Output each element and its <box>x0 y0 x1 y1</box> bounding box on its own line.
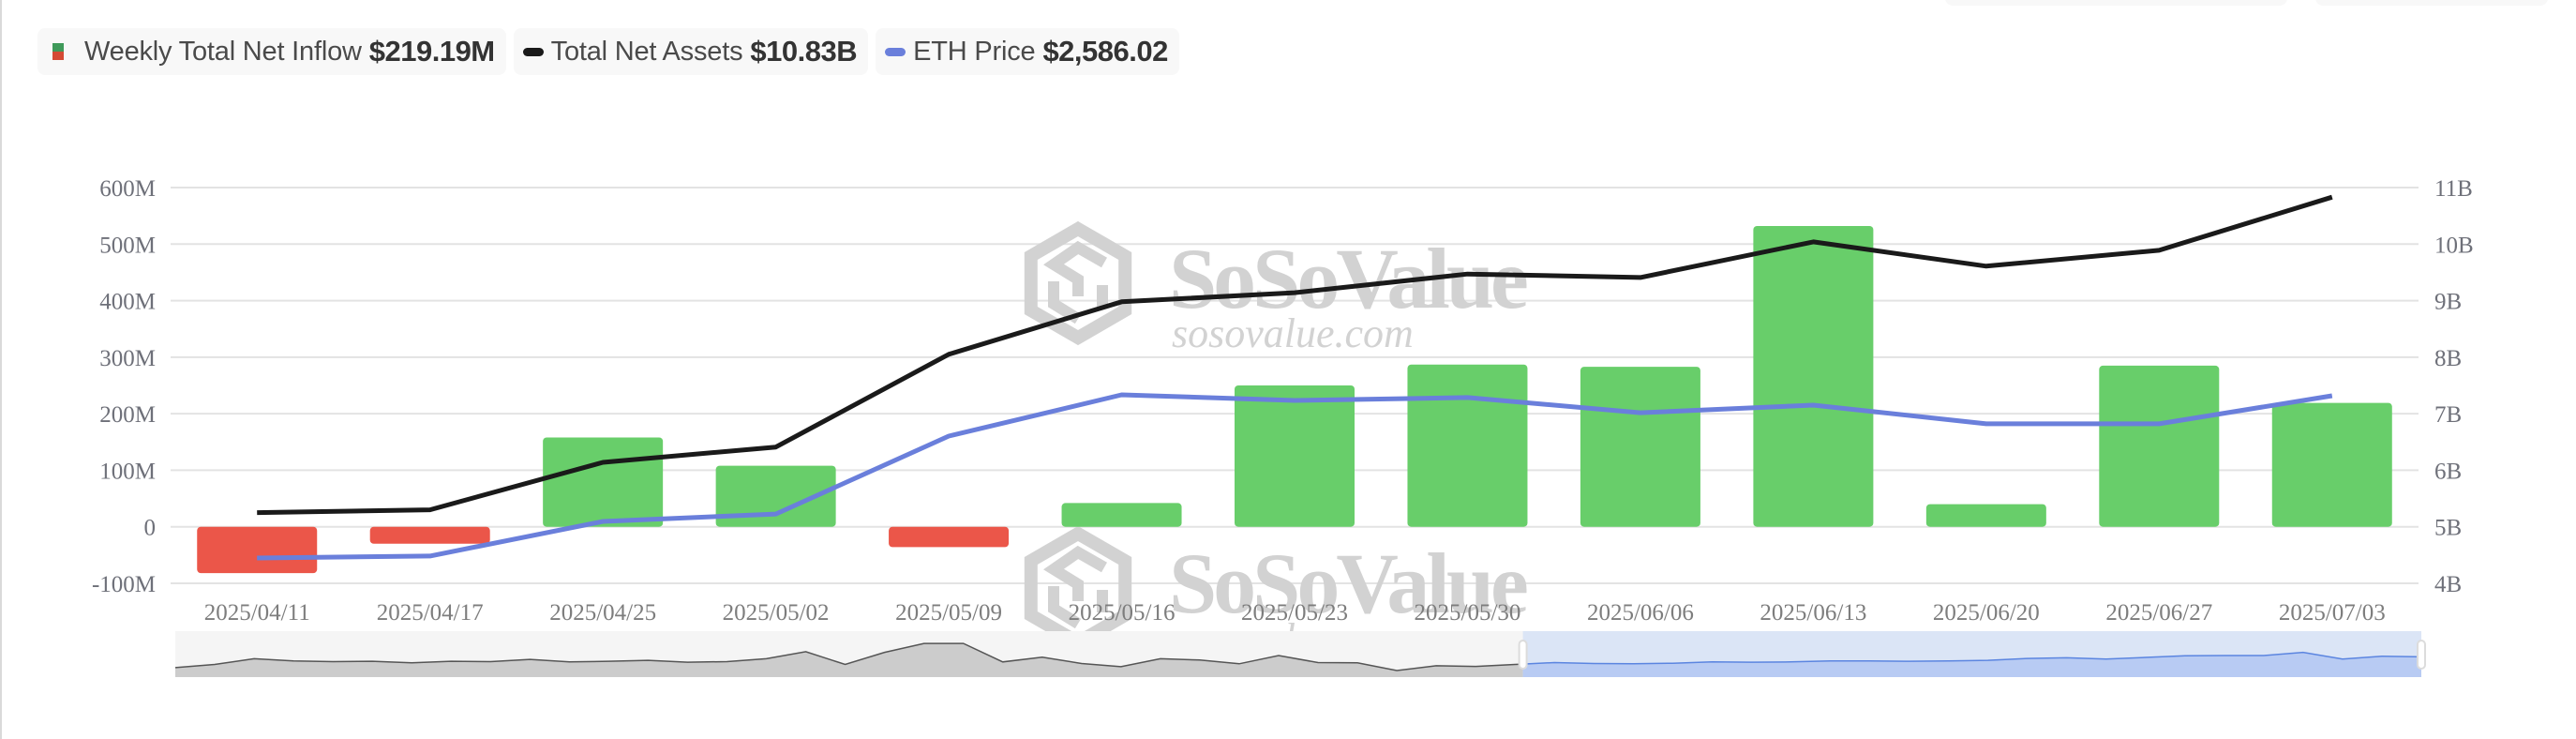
legend-label: Total Net Assets <box>550 36 743 67</box>
sosovalue-logo-icon <box>1024 220 1132 346</box>
left-axis-tick: 500M <box>99 233 156 258</box>
sosovalue-logo-mark <box>1043 545 1108 629</box>
x-axis-tick: 2025/04/11 <box>204 600 310 626</box>
net-assets-swatch-icon <box>522 47 544 56</box>
right-axis-tick: 4B <box>2434 572 2462 597</box>
slider-handle-left[interactable] <box>1518 640 1528 670</box>
inflow-bar[interactable] <box>1235 385 1355 527</box>
inflow-bar[interactable] <box>369 526 490 544</box>
watermark-domain: sosovalue.com <box>1172 310 1414 356</box>
sosovalue-logo-mark <box>1043 240 1108 324</box>
inflow-bar[interactable] <box>1407 364 1528 527</box>
x-axis-tick: 2025/04/25 <box>549 600 656 626</box>
inflow-bar[interactable] <box>2271 402 2392 527</box>
watermark-brand: SoSoValue <box>1169 231 1527 326</box>
legend-value: $219.19M <box>368 35 495 68</box>
left-axis-tick: 600M <box>99 176 156 202</box>
inflow-bar[interactable] <box>197 526 318 574</box>
x-axis-tick: 2025/06/27 <box>2105 600 2212 626</box>
net-assets-line <box>257 194 2333 516</box>
left-axis-tick: 0 <box>144 516 157 541</box>
x-axis-tick: 2025/05/16 <box>1069 600 1176 626</box>
slider-selected-line <box>1522 651 2421 665</box>
inflow-bar[interactable] <box>1580 367 1700 527</box>
x-axis-tick: 2025/05/02 <box>723 600 830 626</box>
left-axis-tick: 400M <box>99 290 156 315</box>
left-axis-tick: 200M <box>99 402 156 428</box>
legend-value: $10.83B <box>750 35 858 68</box>
x-axis-tick: 2025/06/06 <box>1587 600 1694 626</box>
right-axis-tick: 10B <box>2434 233 2474 258</box>
inflow-swatch-icon <box>52 43 64 60</box>
legend-label: ETH Price <box>913 36 1036 67</box>
x-axis-tick: 2025/07/03 <box>2279 600 2386 626</box>
right-axis-tick: 11B <box>2434 176 2473 202</box>
x-axis-tick: 2025/05/09 <box>895 600 1002 626</box>
left-axis-tick: 100M <box>99 459 156 484</box>
top-toolbar-button-1[interactable] <box>1945 0 2287 6</box>
inflow-bar[interactable] <box>1061 503 1182 527</box>
right-y-axis: 11B 10B 9B 8B 7B 6B 5B 4B <box>2434 176 2474 597</box>
inflow-bars <box>197 225 2392 574</box>
right-axis-tick: 6B <box>2434 459 2462 484</box>
left-axis-tick: -100M <box>92 572 156 597</box>
x-axis-tick: 2025/05/30 <box>1415 600 1521 626</box>
x-axis-tick: 2025/04/17 <box>377 600 484 626</box>
right-axis-tick: 7B <box>2434 402 2462 428</box>
x-axis-tick: 2025/06/13 <box>1760 600 1866 626</box>
right-axis-tick: 5B <box>2434 516 2462 541</box>
x-axis-tick: 2025/06/20 <box>1933 600 2040 626</box>
slider-handle-right[interactable] <box>2417 640 2426 670</box>
x-axis-tick: 2025/05/23 <box>1241 600 1348 626</box>
legend-value: $2,586.02 <box>1042 35 1168 68</box>
inflow-bar[interactable] <box>889 526 1010 548</box>
eth-price-line <box>257 392 2333 561</box>
inflow-bar[interactable] <box>1925 504 2046 527</box>
eth-price-swatch-icon <box>885 47 906 56</box>
legend-label: Weekly Total Net Inflow <box>84 36 362 67</box>
left-y-axis: 600M 500M 400M 300M 200M 100M 0 -100M <box>92 176 156 597</box>
chart-legend: Weekly Total Net Inflow $219.19M Total N… <box>37 28 1179 75</box>
x-axis: 2025/04/11 2025/04/17 2025/04/25 2025/05/02… <box>204 600 2386 626</box>
data-zoom-slider[interactable] <box>175 631 2426 677</box>
inflow-bar[interactable] <box>543 437 664 527</box>
legend-item-eth-price[interactable]: ETH Price $2,586.02 <box>876 28 1179 75</box>
inflow-bar[interactable] <box>715 465 836 527</box>
watermark-brand: SoSoValue <box>1169 535 1527 631</box>
legend-item-net-assets[interactable]: Total Net Assets $10.83B <box>513 28 869 75</box>
slider-selected-area <box>1522 652 2421 677</box>
slider-overview-area <box>175 643 1523 677</box>
inflow-bar[interactable] <box>1753 225 1874 527</box>
left-axis-tick: 300M <box>99 346 156 371</box>
right-axis-tick: 8B <box>2434 346 2462 371</box>
panel-left-border <box>0 0 2 739</box>
right-axis-tick: 9B <box>2434 290 2462 315</box>
legend-item-inflow[interactable]: Weekly Total Net Inflow $219.19M <box>37 28 506 75</box>
top-toolbar-button-2[interactable] <box>2315 0 2548 6</box>
inflow-bar[interactable] <box>2099 365 2220 527</box>
slider-overview-line <box>175 642 1523 671</box>
